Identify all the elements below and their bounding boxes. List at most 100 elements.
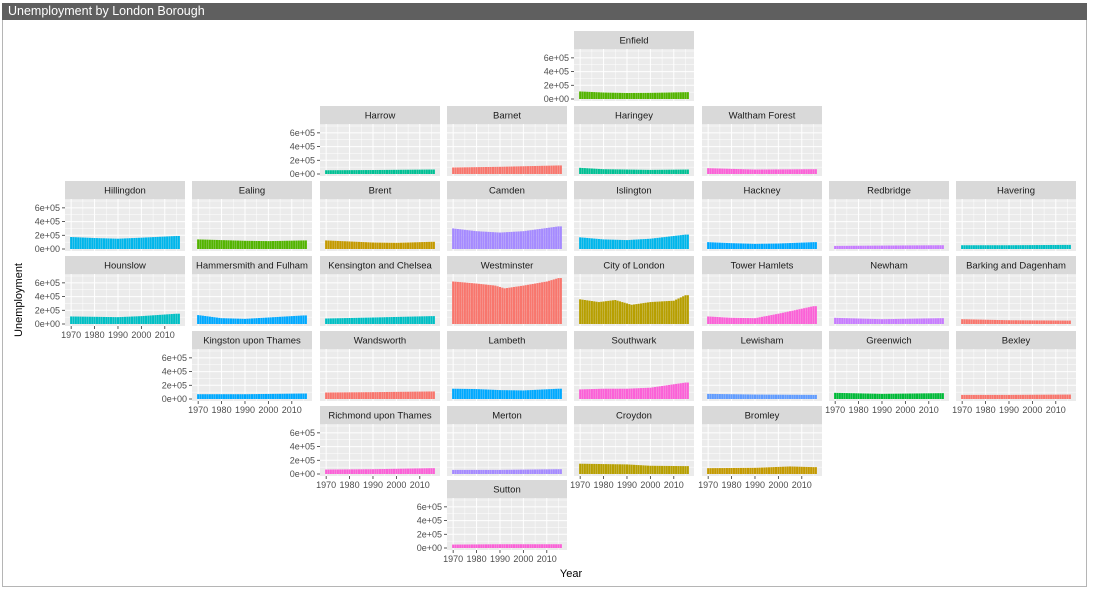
x-tick-label: 1990 <box>490 554 510 564</box>
x-tick-label: 2010 <box>155 330 175 340</box>
bar <box>665 465 668 474</box>
facet-strip-label: Hackney <box>744 186 781 197</box>
bar <box>798 169 801 174</box>
bar <box>392 316 396 324</box>
bar <box>552 469 555 474</box>
bar <box>343 170 346 174</box>
bar <box>524 390 527 399</box>
bar <box>241 318 244 324</box>
facet-islington: Islington <box>574 181 694 251</box>
bar <box>639 92 643 99</box>
bar <box>887 245 891 249</box>
bar <box>1068 394 1071 399</box>
bar <box>975 394 978 399</box>
bar <box>661 92 664 99</box>
bar <box>668 169 671 174</box>
bar <box>732 168 735 174</box>
bar <box>274 240 277 249</box>
bar <box>116 238 120 249</box>
bar <box>468 282 471 324</box>
bar <box>651 387 654 399</box>
bar-series-camden <box>452 226 562 249</box>
bar <box>878 393 881 399</box>
bar <box>404 169 407 174</box>
bar <box>873 245 877 249</box>
bar <box>963 319 966 324</box>
bar <box>482 284 485 324</box>
bar <box>543 469 546 474</box>
bar <box>920 393 923 399</box>
bar <box>579 299 582 324</box>
bar <box>894 318 898 324</box>
bar <box>343 469 346 474</box>
bar <box>211 316 214 324</box>
bar <box>484 167 487 174</box>
bar <box>206 394 209 399</box>
bar <box>168 314 171 324</box>
bar <box>618 92 622 99</box>
bar <box>583 168 586 174</box>
bar <box>684 295 687 324</box>
bar <box>510 166 513 174</box>
bar <box>632 304 636 324</box>
bar <box>456 544 459 548</box>
bar <box>374 392 377 399</box>
bar <box>756 467 759 474</box>
bar <box>803 394 806 399</box>
bar <box>979 245 982 249</box>
x-tick-label: 1970 <box>570 480 590 490</box>
bar <box>791 310 794 324</box>
facet-westminster: Westminster <box>447 256 567 326</box>
panel-gridlines <box>320 124 440 176</box>
bar <box>505 232 509 249</box>
bar <box>625 464 629 474</box>
bar <box>859 245 862 249</box>
bar <box>541 282 544 324</box>
bar <box>937 245 940 249</box>
bar <box>1024 320 1027 324</box>
bar <box>288 316 291 324</box>
bar <box>473 469 476 474</box>
facet-strip <box>702 181 822 199</box>
bar <box>746 394 750 399</box>
bar <box>728 468 731 474</box>
bar <box>765 169 768 174</box>
bar <box>814 394 817 399</box>
bar <box>512 469 516 474</box>
bar <box>644 302 647 324</box>
bar <box>711 168 714 174</box>
bar <box>756 394 759 399</box>
bar <box>397 169 400 174</box>
bar <box>487 166 490 174</box>
bar <box>581 91 584 99</box>
bar <box>503 469 506 474</box>
bar <box>239 318 242 324</box>
bar <box>579 167 582 174</box>
bar <box>607 464 610 474</box>
bar <box>642 169 645 174</box>
bar <box>621 169 624 174</box>
bar <box>590 91 593 99</box>
bar <box>383 242 386 249</box>
bar <box>128 238 131 249</box>
bar <box>407 391 410 399</box>
panel-gridlines <box>702 349 822 401</box>
bar <box>637 388 640 399</box>
bar <box>1064 244 1067 249</box>
bar <box>805 169 808 174</box>
bar <box>651 238 654 249</box>
bar <box>536 389 539 399</box>
bar <box>395 468 398 474</box>
bar <box>885 245 888 249</box>
bar <box>473 167 476 174</box>
bar <box>239 240 242 249</box>
bar <box>390 169 393 174</box>
bar <box>527 230 530 249</box>
bar <box>325 469 328 474</box>
bar <box>728 317 731 324</box>
bar <box>355 317 358 324</box>
facet-strip <box>574 406 694 424</box>
bar <box>661 385 664 399</box>
bar <box>742 169 745 174</box>
